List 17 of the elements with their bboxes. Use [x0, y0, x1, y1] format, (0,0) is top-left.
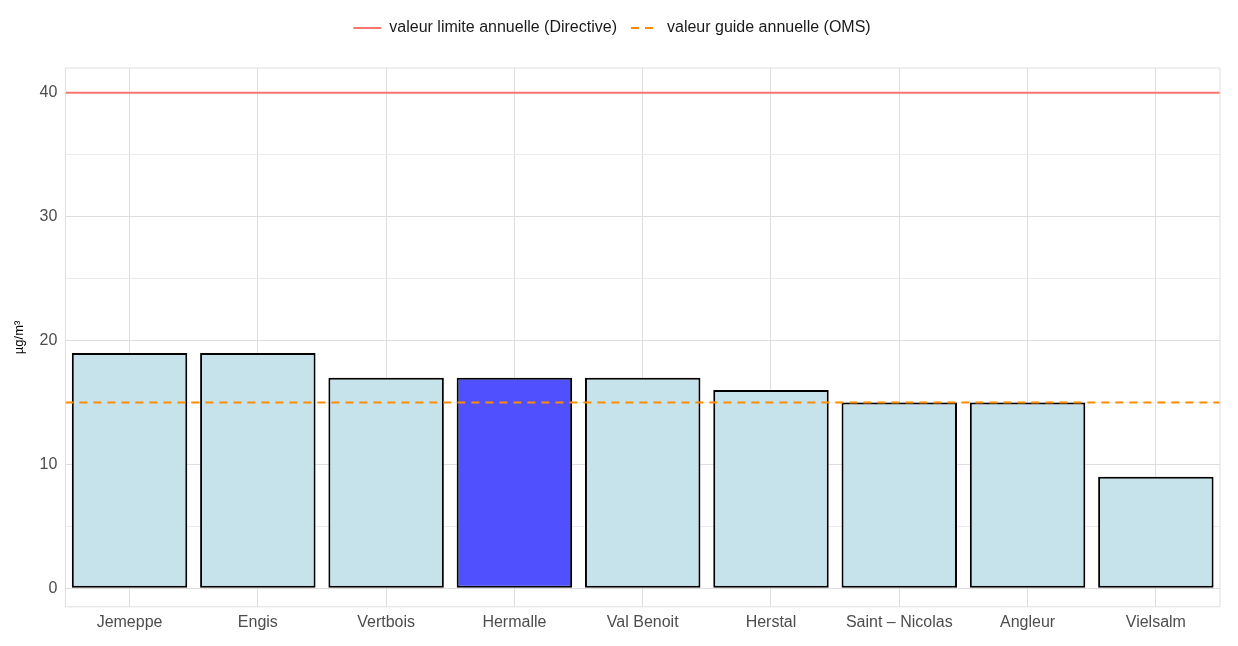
x-tick-label: Vielsalm	[1125, 612, 1186, 630]
y-tick-label: 40	[39, 83, 58, 101]
y-tick-label: 20	[39, 330, 58, 348]
y-axis-title: µg/m³	[11, 319, 27, 355]
legend-label: valeur limite annuelle (Directive)	[389, 18, 617, 36]
x-tick-label: Vertbois	[357, 612, 416, 630]
y-tick-label: 10	[39, 454, 58, 472]
x-tick-label: Jemeppe	[96, 612, 163, 630]
y-tick-label: 30	[39, 207, 58, 225]
x-tick-label: Angleur	[999, 612, 1056, 630]
x-tick-label: Saint – Nicolas	[845, 612, 953, 630]
x-tick-label: Herstal	[745, 612, 797, 630]
y-tick-label: 0	[48, 578, 58, 596]
x-tick-label: Hermalle	[482, 612, 547, 630]
legend-label: valeur guide annuelle (OMS)	[666, 18, 871, 36]
x-tick-label: Engis	[237, 612, 278, 630]
x-tick-label: Val Benoit	[606, 612, 680, 630]
